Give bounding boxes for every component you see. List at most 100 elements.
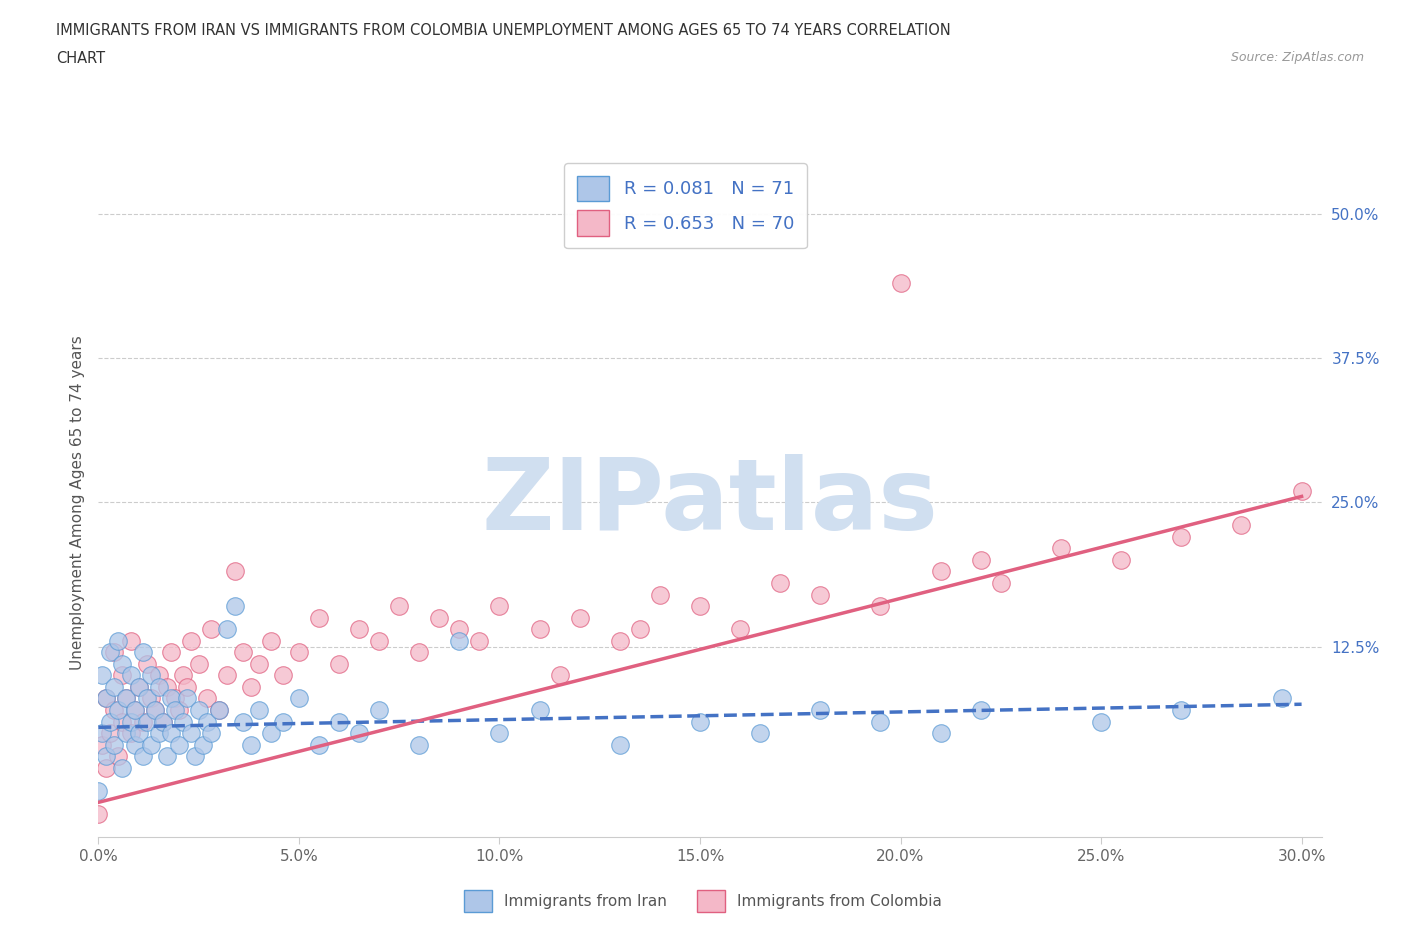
Point xyxy=(308,610,330,625)
Point xyxy=(609,737,631,752)
Point xyxy=(247,657,270,671)
Point xyxy=(107,702,129,717)
Point xyxy=(187,657,209,671)
Point xyxy=(208,702,231,717)
Point xyxy=(139,737,162,752)
Point xyxy=(87,783,110,798)
Point xyxy=(1050,541,1073,556)
Point xyxy=(548,668,571,683)
Point xyxy=(215,668,238,683)
Point xyxy=(408,737,430,752)
Point xyxy=(96,749,118,764)
Point xyxy=(148,680,170,695)
Point xyxy=(239,680,262,695)
Point xyxy=(111,668,134,683)
Point xyxy=(990,576,1012,591)
Point xyxy=(148,668,170,683)
Point xyxy=(308,737,330,752)
Point xyxy=(232,644,254,659)
Point xyxy=(468,633,491,648)
Point xyxy=(96,691,118,706)
Point xyxy=(271,714,294,729)
Y-axis label: Unemployment Among Ages 65 to 74 years: Unemployment Among Ages 65 to 74 years xyxy=(69,335,84,670)
Text: CHART: CHART xyxy=(56,51,105,66)
Point xyxy=(131,644,153,659)
Point xyxy=(449,633,471,648)
Point xyxy=(215,622,238,637)
Point xyxy=(120,668,142,683)
Point xyxy=(808,702,831,717)
Point xyxy=(224,599,246,614)
Point xyxy=(1170,702,1192,717)
Point xyxy=(107,633,129,648)
Point xyxy=(167,702,190,717)
Point xyxy=(120,725,142,740)
Point xyxy=(449,622,471,637)
Point xyxy=(143,702,166,717)
Point xyxy=(180,633,202,648)
Point xyxy=(328,714,350,729)
Point xyxy=(1090,714,1112,729)
Point xyxy=(139,691,162,706)
Point xyxy=(568,610,591,625)
Point xyxy=(689,714,711,729)
Point xyxy=(368,633,391,648)
Point xyxy=(143,702,166,717)
Point xyxy=(107,749,129,764)
Point xyxy=(260,633,283,648)
Point xyxy=(224,564,246,578)
Point xyxy=(159,725,181,740)
Point xyxy=(100,644,122,659)
Point xyxy=(148,725,170,740)
Point xyxy=(1270,691,1292,706)
Point xyxy=(172,714,194,729)
Point xyxy=(115,691,138,706)
Point xyxy=(368,702,391,717)
Point xyxy=(929,725,952,740)
Point xyxy=(103,680,125,695)
Text: ZIPatlas: ZIPatlas xyxy=(482,454,938,551)
Point xyxy=(124,737,146,752)
Point xyxy=(427,610,450,625)
Point xyxy=(347,622,370,637)
Point xyxy=(869,714,891,729)
Legend: R = 0.081   N = 71, R = 0.653   N = 70: R = 0.081 N = 71, R = 0.653 N = 70 xyxy=(564,163,807,248)
Point xyxy=(155,680,177,695)
Point xyxy=(929,564,952,578)
Point xyxy=(155,749,177,764)
Point xyxy=(111,714,134,729)
Point xyxy=(408,644,430,659)
Point xyxy=(91,668,114,683)
Point xyxy=(529,702,551,717)
Point xyxy=(187,702,209,717)
Point xyxy=(260,725,283,740)
Point xyxy=(1291,484,1313,498)
Point xyxy=(131,749,153,764)
Point xyxy=(232,714,254,729)
Point xyxy=(200,622,222,637)
Point xyxy=(869,599,891,614)
Point xyxy=(176,691,198,706)
Point xyxy=(87,806,110,821)
Point xyxy=(96,761,118,776)
Point xyxy=(135,657,157,671)
Point xyxy=(103,737,125,752)
Point xyxy=(91,725,114,740)
Point xyxy=(115,725,138,740)
Point xyxy=(200,725,222,740)
Point xyxy=(159,644,181,659)
Point xyxy=(609,633,631,648)
Point xyxy=(208,702,231,717)
Text: Source: ZipAtlas.com: Source: ZipAtlas.com xyxy=(1230,51,1364,64)
Point xyxy=(970,702,993,717)
Point xyxy=(488,599,510,614)
Legend: Immigrants from Iran, Immigrants from Colombia: Immigrants from Iran, Immigrants from Co… xyxy=(458,884,948,918)
Point xyxy=(689,599,711,614)
Point xyxy=(128,680,150,695)
Point xyxy=(128,725,150,740)
Point xyxy=(135,714,157,729)
Point xyxy=(769,576,792,591)
Point xyxy=(115,691,138,706)
Point xyxy=(111,761,134,776)
Point xyxy=(648,587,671,602)
